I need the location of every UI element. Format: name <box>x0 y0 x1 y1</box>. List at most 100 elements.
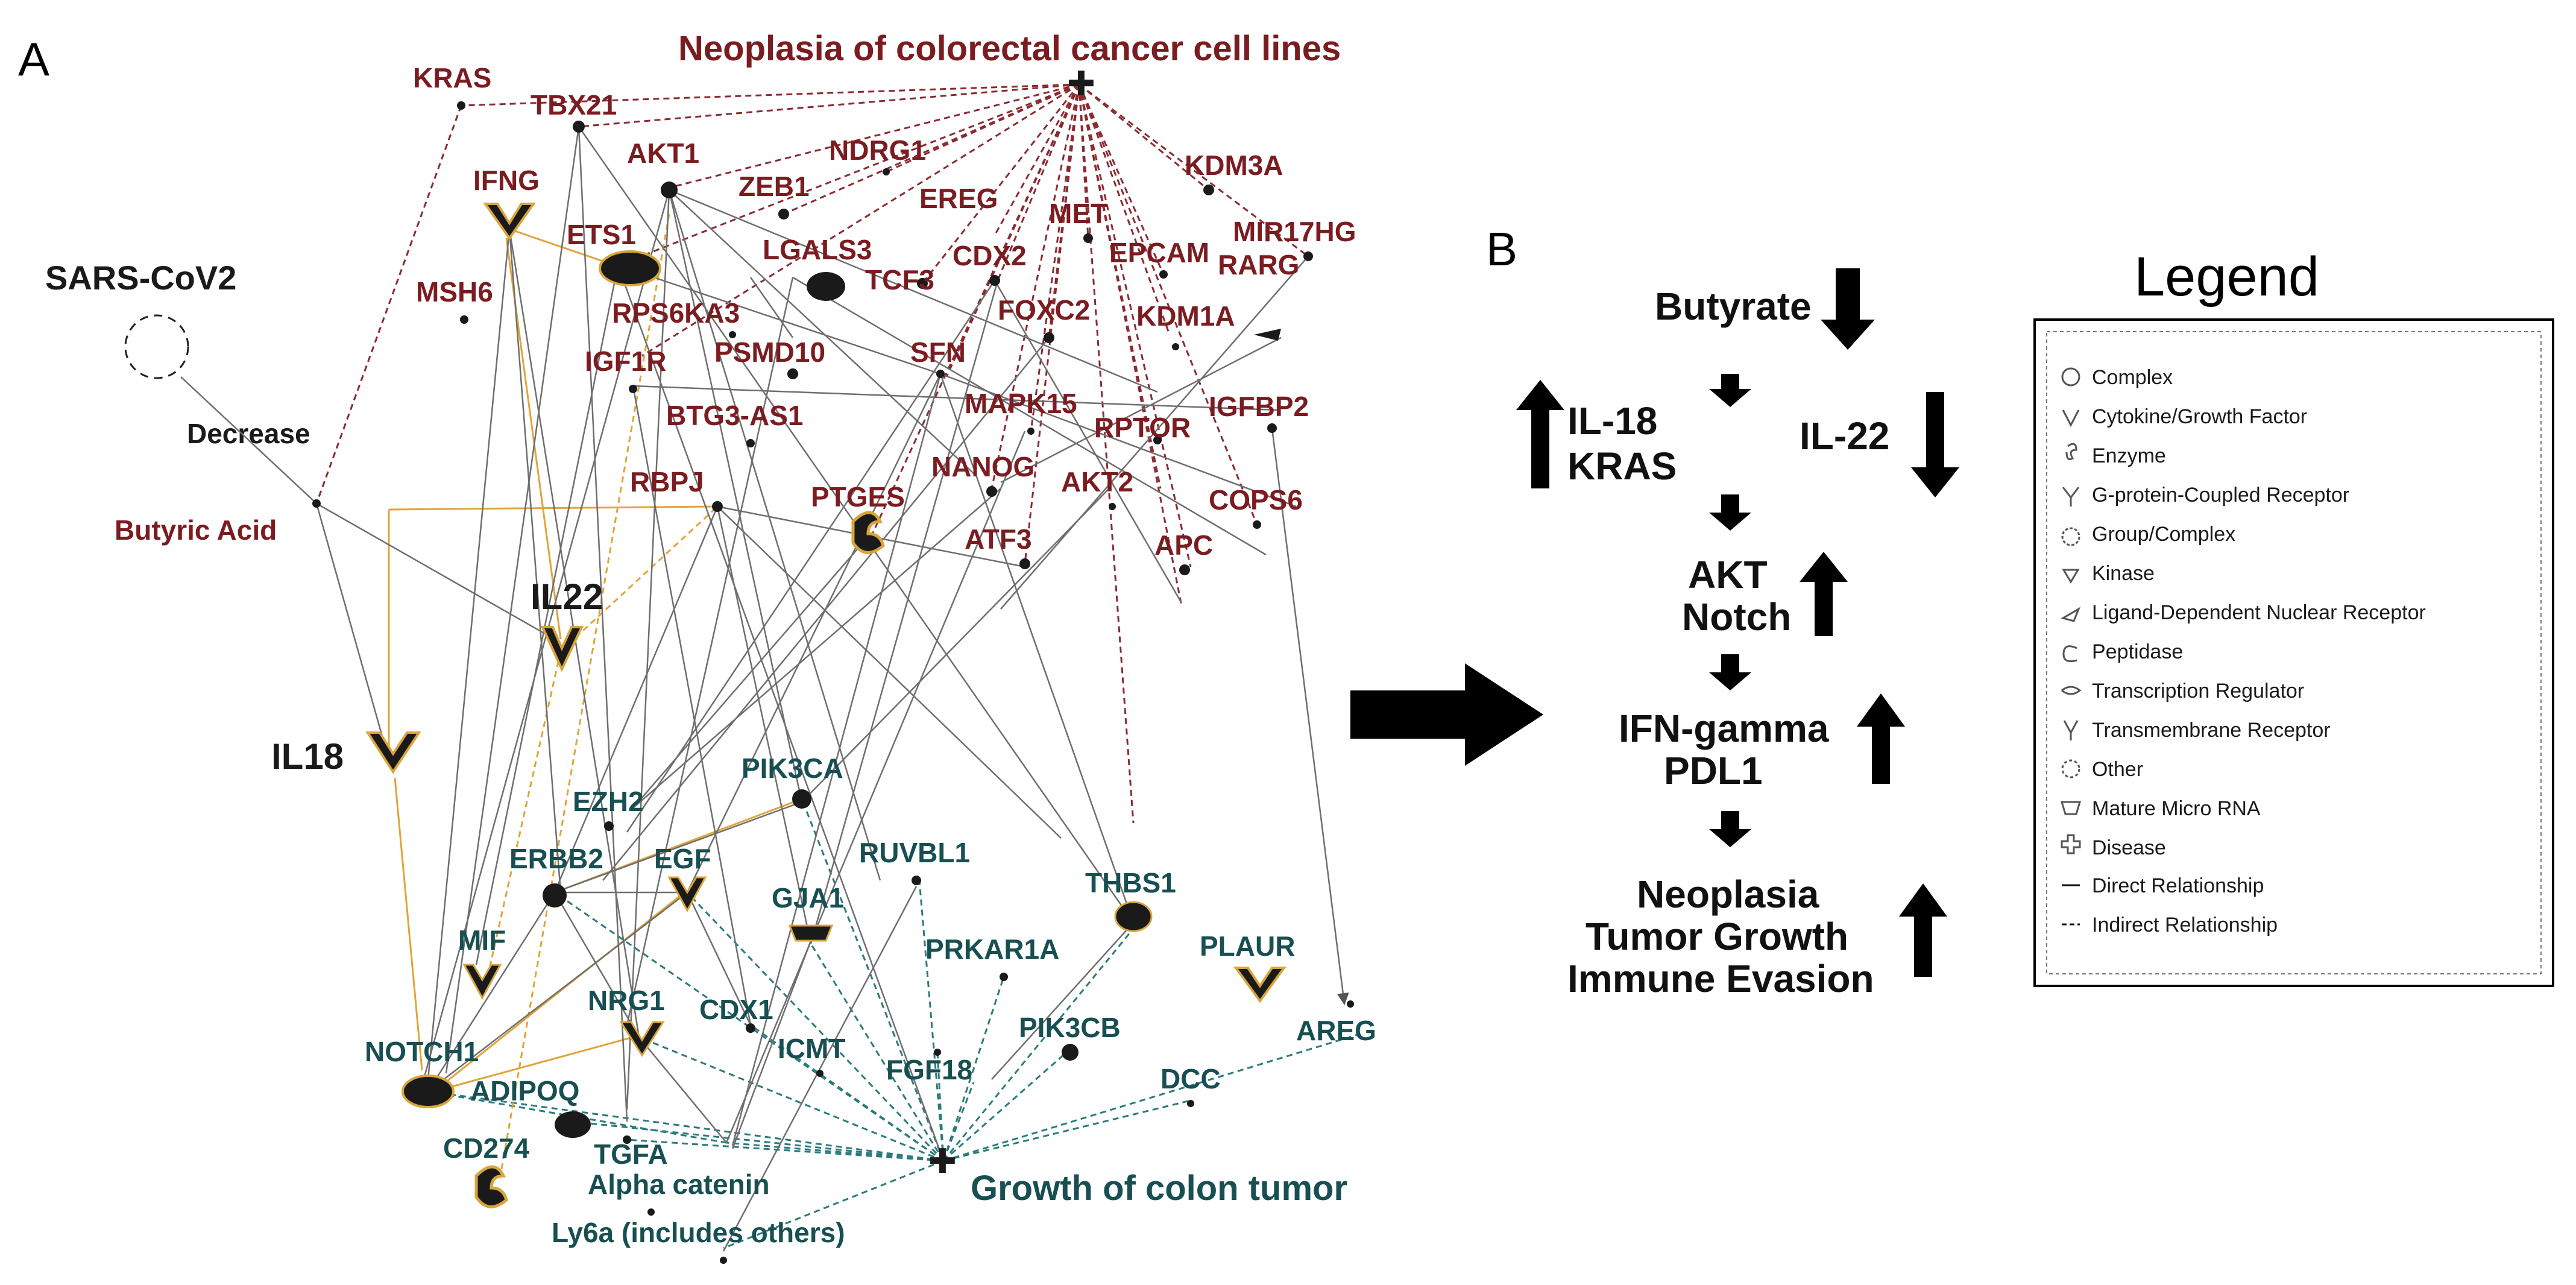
gene-prkar1a: PRKAR1A <box>925 933 1059 965</box>
rps6ka3-node-icon <box>729 331 736 338</box>
legend-cytokine-icon <box>2062 409 2080 428</box>
legend-group-complex-icon <box>2061 527 2080 546</box>
gene-adipoq: ADIPOQ <box>470 1075 579 1107</box>
legend-label-transcription-regulator: Transcription Regulator <box>2092 680 2304 702</box>
node-glyphs <box>365 101 1354 1264</box>
panel-b-label: B <box>1486 223 1517 276</box>
psmd10-node-icon <box>787 368 798 379</box>
edges-neoplasia <box>315 83 1309 824</box>
summary-flow: Butyrate IL-18 KRAS IL-22 AKT Notch IFN-… <box>1516 268 1959 1000</box>
flow-immune-evasion: Immune Evasion <box>1567 957 1874 1000</box>
legend-transmembrane-receptor-icon <box>2063 720 2079 740</box>
gene-igfbp2: IGFBP2 <box>1209 391 1309 422</box>
virus-other-icon <box>124 314 189 379</box>
ruvbl1-node-icon <box>912 876 921 885</box>
butyrate-down-arrow-icon <box>1821 268 1875 350</box>
ifng-cytokine-icon <box>483 203 536 241</box>
gene-alpha-catenin: Alpha catenin <box>588 1169 770 1200</box>
pik3ca-kinase-icon <box>792 789 811 809</box>
gja1-microrna-icon <box>788 924 834 942</box>
legend-label-other: Other <box>2092 758 2143 781</box>
btg3as1-node-icon <box>746 439 755 447</box>
gene-thbs1: THBS1 <box>1085 867 1176 898</box>
gene-kdm1a: KDM1A <box>1136 300 1235 332</box>
decrease-edge-label: Decrease <box>187 418 310 449</box>
legend-label-indirect: Indirect Relationship <box>2092 914 2278 936</box>
cdx1-node-icon <box>746 1023 755 1033</box>
legend-complex-icon <box>2061 367 2080 387</box>
legend-nuclear-receptor-icon <box>2061 607 2081 622</box>
gene-ptges: PTGES <box>811 481 905 513</box>
flow-il22: IL-22 <box>1800 414 1889 458</box>
flow-kras: KRAS <box>1567 444 1677 488</box>
legend-label-cytokine: Cytokine/Growth Factor <box>2092 405 2307 428</box>
panel-a-label: A <box>18 33 49 86</box>
fgf18-node-icon <box>934 1049 941 1056</box>
areg-node-icon <box>1347 1000 1354 1008</box>
transition-arrow-icon <box>1350 663 1543 766</box>
gene-psmd10: PSMD10 <box>714 336 825 368</box>
zeb1-node-icon <box>778 209 789 219</box>
gene-notch1: NOTCH1 <box>365 1036 479 1067</box>
gene-mapk15: MAPK15 <box>965 388 1077 419</box>
legend-label-direct: Direct Relationship <box>2092 874 2264 897</box>
ets1-transcription-regulator-icon <box>599 250 661 286</box>
nanog-node-icon <box>986 486 997 497</box>
thbs1-node-icon <box>1114 901 1153 932</box>
lgals3-node-icon <box>807 272 845 301</box>
gene-gja1: GJA1 <box>772 882 844 914</box>
gene-rptor: RPTOR <box>1094 412 1191 443</box>
gene-met: MET <box>1049 198 1107 229</box>
egf-cytokine-icon <box>667 876 707 913</box>
flow-ifn-gamma: IFN-gamma <box>1619 707 1829 750</box>
flow-arrow-4-icon <box>1709 811 1751 847</box>
il22-down-arrow-icon <box>1911 392 1959 497</box>
tcf3-node-icon <box>917 278 928 289</box>
gene-nrg1: NRG1 <box>588 985 665 1016</box>
legend-label-peptidase: Peptidase <box>2092 640 2183 663</box>
gene-igf1r: IGF1R <box>585 346 666 377</box>
growth-gene-labels: PIK3CA EZH2 ERBB2 EGF RUVBL1 THBS1 GJA1 … <box>365 753 1376 1248</box>
legend-label-nuclear-receptor: Ligand-Dependent Nuclear Receptor <box>2092 601 2426 624</box>
gene-pik3cb: PIK3CB <box>1019 1012 1121 1043</box>
butyric-acid-node <box>312 499 321 508</box>
flow-arrow-2-icon <box>1709 494 1751 531</box>
gene-ruvbl1: RUVBL1 <box>859 837 970 868</box>
gene-cdx1: CDX1 <box>699 994 773 1025</box>
gene-il18: IL18 <box>271 736 344 777</box>
gene-msh6: MSH6 <box>416 276 493 308</box>
igfbp2-node-icon <box>1267 423 1277 433</box>
kdm3a-node-icon <box>1203 185 1214 195</box>
gene-plaur: PLAUR <box>1200 930 1295 962</box>
legend-label-gpcr: G-protein-Coupled Receptor <box>2092 484 2349 507</box>
mif-cytokine-icon <box>462 964 502 1000</box>
legend-title: Legend <box>2134 246 2319 308</box>
gene-mif: MIF <box>458 924 506 956</box>
growth-disease-icon: ✚ <box>928 1142 957 1180</box>
plaur-transmembrane-receptor-icon <box>1233 967 1286 1003</box>
notch1-transmembrane-icon <box>402 1075 455 1108</box>
legend-items <box>2060 367 2082 926</box>
legend-gpcr-icon <box>2062 487 2080 507</box>
il22-cytokine-icon <box>540 626 584 672</box>
gene-kdm3a: KDM3A <box>1185 150 1283 181</box>
tgfa-node-icon <box>623 1135 631 1144</box>
sars-cov2-label: SARS-CoV2 <box>45 259 236 297</box>
icmt-node-icon <box>816 1070 824 1077</box>
gene-ifng: IFNG <box>473 165 540 196</box>
rarg-nuclear-receptor-icon <box>1254 329 1281 341</box>
disease-icon: ✚ <box>1067 65 1095 103</box>
flow-pdl1: PDL1 <box>1664 749 1763 792</box>
rptor-node-icon <box>1153 436 1162 444</box>
foxc2-node-icon <box>1044 332 1054 343</box>
gene-areg: AREG <box>1296 1015 1376 1046</box>
flow-notch: Notch <box>1682 595 1791 639</box>
legend-peptidase-icon <box>2062 645 2077 663</box>
flow-butyrate: Butyrate <box>1655 285 1812 328</box>
dcc-node-icon <box>1187 1100 1194 1107</box>
legend-other-icon <box>2061 759 2080 778</box>
mir17hg-node-icon <box>1303 251 1313 261</box>
gene-akt1: AKT1 <box>627 137 699 169</box>
neoplasia-gene-labels: KRAS TBX21 IFNG AKT1 NDRG1 KDM3A MIR17HG… <box>413 62 1356 561</box>
